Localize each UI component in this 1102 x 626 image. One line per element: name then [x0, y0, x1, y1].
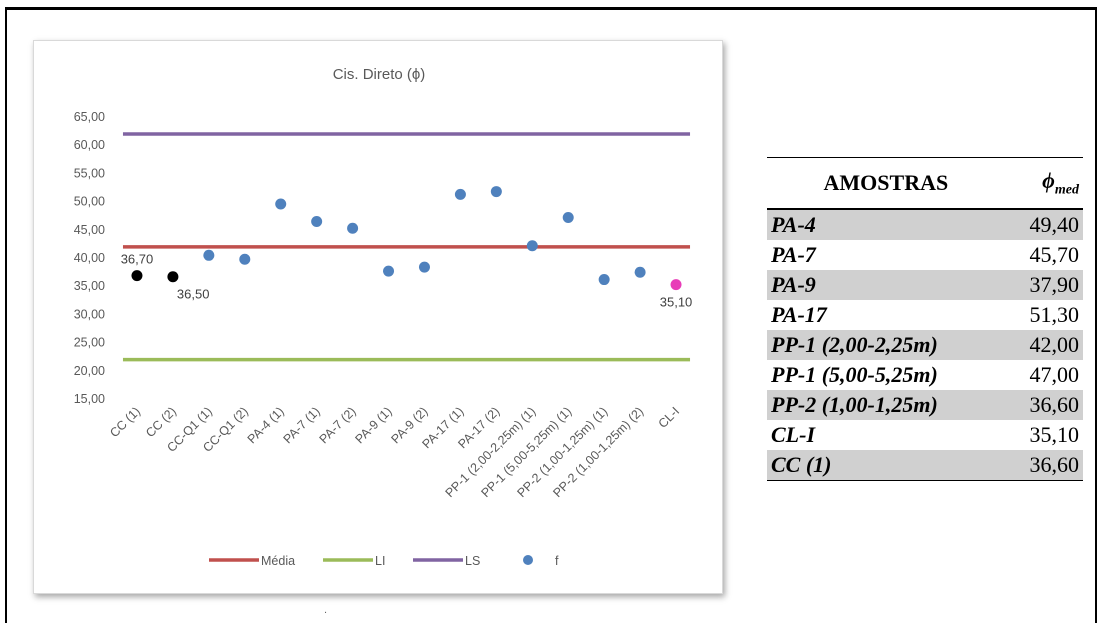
x-axis: CC (1) CC (2)CC-Q1 (1)CC-Q1 (2)PA-4 (1)PA… — [107, 404, 682, 500]
table-row: PA-17 51,30 — [767, 300, 1083, 330]
sample-name: PA-7 — [771, 242, 816, 267]
chart-card: Cis. Direto (ϕ) 15,00 20,00 25,00 30,00 35,0… — [33, 40, 723, 594]
y-tick-label: 30,00 — [74, 307, 105, 321]
table-row: CC (1) 36,60 — [767, 450, 1083, 481]
chart-title: Cis. Direto (ϕ) — [333, 66, 426, 83]
data-point — [490, 186, 502, 198]
legend-swatch-marker — [523, 555, 533, 565]
data-point — [275, 198, 287, 210]
chart-svg: Cis. Direto (ϕ) 15,00 20,00 25,00 30,00 35,0… — [74, 66, 693, 568]
data-point — [670, 279, 682, 291]
data-point — [167, 271, 179, 283]
x-tick-label: PA-4 (1) — [245, 404, 287, 446]
data-point — [131, 270, 143, 282]
header-samples: AMOSTRAS — [767, 157, 1005, 210]
sample-name: PP-2 (1,00-1,25m) — [767, 390, 1005, 420]
legend-label: f — [555, 554, 559, 568]
table-header-row: AMOSTRAS ϕmed — [767, 157, 1083, 210]
legend: Média LI LS f — [209, 554, 559, 568]
sample-name: PA-4 — [767, 209, 1005, 240]
data-label: 36,50 — [177, 287, 210, 302]
data-label: 35,10 — [660, 295, 693, 310]
sample-value: 36,60 — [1004, 450, 1083, 481]
y-tick-label: 40,00 — [74, 251, 105, 265]
data-point — [418, 261, 430, 273]
y-tick-label: 35,00 — [74, 279, 105, 293]
data-annotations: 36,70 36,50 35,10 — [121, 252, 693, 310]
sample-value: 49,40 — [1004, 209, 1083, 240]
data-point — [598, 274, 610, 286]
y-tick-label: 60,00 — [74, 138, 105, 152]
header-phi-subscript: med — [1054, 182, 1079, 198]
header-phi-med: ϕmed — [1004, 157, 1083, 210]
x-tick-label: PA-9 (1) — [352, 404, 394, 446]
scatter-points — [131, 186, 682, 291]
legend-label: Média — [261, 554, 295, 568]
table-row: PA-9 37,90 — [767, 270, 1083, 300]
y-tick-label: 45,00 — [74, 223, 105, 237]
table-row: CL-I 35,10 — [767, 420, 1083, 450]
y-axis: 15,00 20,00 25,00 30,00 35,00 40,00 45,00 50,00… — [74, 110, 105, 406]
data-point — [526, 240, 538, 252]
table-row: PP-1 (2,00-2,25m) 42,00 — [767, 330, 1083, 360]
y-tick-label: 15,00 — [74, 392, 105, 406]
table-body: PA-4 49,40 PA-7 45,70 PA-9 37,90 PA-17 51,30 PP-… — [767, 209, 1083, 481]
y-tick-label: 50,00 — [74, 195, 105, 209]
sample-value: 36,60 — [1004, 390, 1083, 420]
legend-label: LI — [375, 554, 385, 568]
data-point — [454, 188, 466, 200]
sample-value: 47,00 — [1029, 362, 1080, 387]
table-row: PA-7 45,70 — [767, 240, 1083, 270]
footer-mark: . — [324, 604, 328, 616]
sample-value: 45,70 — [1029, 242, 1080, 267]
x-tick-label: PA-7 (1) — [281, 404, 323, 446]
y-tick-label: 55,00 — [74, 166, 105, 180]
x-tick-label: CC (1) — [107, 404, 143, 440]
data-point — [239, 253, 251, 265]
table-row: PA-4 49,40 — [767, 209, 1083, 240]
samples-table: AMOSTRAS ϕmed PA-4 49,40 PA-7 45,70 PA-9 37,9… — [767, 157, 1083, 481]
figure-frame — [5, 7, 1097, 623]
sample-name: PA-17 — [771, 302, 827, 327]
sample-name: CC (1) — [767, 450, 1005, 481]
data-point — [347, 222, 359, 234]
data-point — [311, 215, 323, 227]
series-lines — [122, 132, 691, 362]
sample-name: CL-I — [771, 422, 815, 447]
legend-label: LS — [465, 554, 480, 568]
sample-name: PP-1 (5,00-5,25m) — [771, 362, 938, 387]
y-tick-label: 20,00 — [74, 364, 105, 378]
sample-value: 42,00 — [1004, 330, 1083, 360]
sample-name: PA-9 — [767, 270, 1005, 300]
sample-value: 35,10 — [1029, 422, 1080, 447]
data-point — [562, 212, 574, 224]
data-point — [383, 265, 395, 277]
data-point — [634, 266, 646, 278]
header-phi-symbol: ϕ — [1042, 167, 1055, 193]
table-row: PP-2 (1,00-1,25m) 36,60 — [767, 390, 1083, 420]
data-label: 36,70 — [121, 252, 154, 267]
y-tick-label: 65,00 — [74, 110, 105, 124]
x-tick-label: CL-I — [656, 404, 683, 431]
data-point — [203, 249, 215, 261]
x-tick-label: PA-7 (2) — [317, 404, 359, 446]
sample-name: PP-1 (2,00-2,25m) — [767, 330, 1005, 360]
y-tick-label: 25,00 — [74, 336, 105, 350]
table-row: PP-1 (5,00-5,25m) 47,00 — [767, 360, 1083, 390]
sample-value: 51,30 — [1029, 302, 1080, 327]
sample-value: 37,90 — [1004, 270, 1083, 300]
